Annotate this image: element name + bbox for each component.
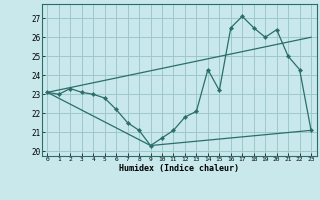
X-axis label: Humidex (Indice chaleur): Humidex (Indice chaleur)	[119, 164, 239, 173]
